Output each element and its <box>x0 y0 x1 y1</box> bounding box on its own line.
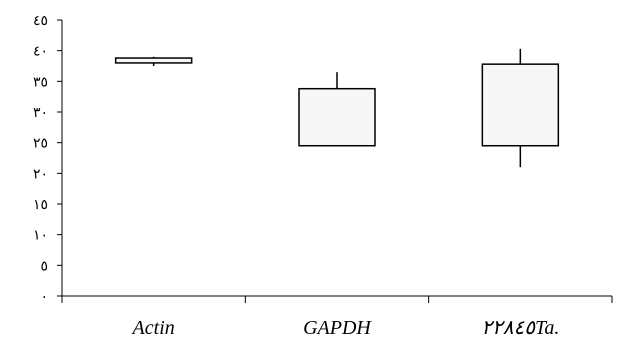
box-group <box>481 48 560 168</box>
y-tick-label: ٢٥ <box>33 136 48 152</box>
y-axis: ٠ ٥ ١٠ ١٥ ٢٠ ٢٥ ٣٠ ٣٥ ٤٠ ٤٥ <box>33 13 63 305</box>
y-tick-label: ٢٠ <box>33 166 48 182</box>
x-category-label: GAPDH <box>303 317 372 339</box>
box <box>481 63 560 147</box>
y-tick-label: ٣٥ <box>33 74 48 90</box>
x-category-label: Actin <box>131 317 175 339</box>
y-tick-label: ٠ <box>40 289 48 305</box>
x-axis: Actin GAPDH ٢٢٨٤٥Ta. <box>61 295 613 339</box>
y-tick-label: ٤٥ <box>33 13 48 29</box>
box <box>114 57 193 64</box>
y-tick-label: ١٠ <box>33 228 48 244</box>
box <box>298 87 376 147</box>
box-group <box>114 56 193 66</box>
y-tick-label: ١٥ <box>33 197 48 213</box>
y-tick-label: ٤٠ <box>33 44 48 60</box>
box-series <box>114 48 560 168</box>
y-tick-label: ٥ <box>40 258 48 274</box>
y-tick-label: ٣٠ <box>33 105 48 121</box>
x-category-label: ٢٢٨٤٥Ta. <box>481 317 559 339</box>
box-group <box>298 72 376 147</box>
